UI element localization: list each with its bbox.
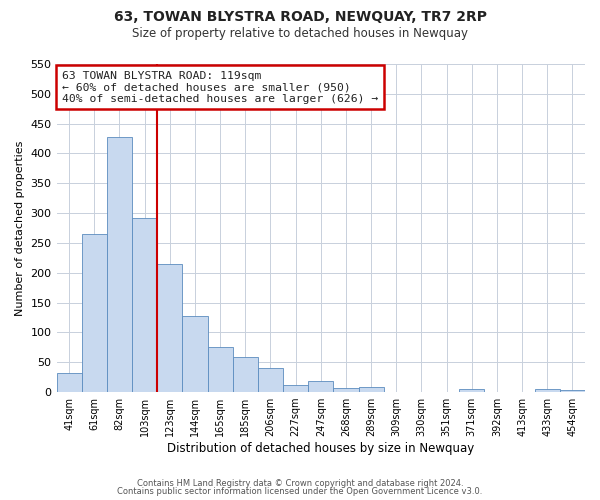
Bar	[56, 373, 82, 392]
Bar	[560, 390, 585, 392]
X-axis label: Distribution of detached houses by size in Newquay: Distribution of detached houses by size …	[167, 442, 475, 455]
Bar	[308, 382, 334, 392]
Bar	[132, 218, 157, 392]
Bar	[283, 385, 308, 392]
Text: Size of property relative to detached houses in Newquay: Size of property relative to detached ho…	[132, 28, 468, 40]
Bar	[157, 264, 182, 392]
Bar	[359, 386, 383, 392]
Bar	[107, 137, 132, 392]
Text: 63, TOWAN BLYSTRA ROAD, NEWQUAY, TR7 2RP: 63, TOWAN BLYSTRA ROAD, NEWQUAY, TR7 2RP	[113, 10, 487, 24]
Bar	[182, 316, 208, 392]
Bar	[459, 389, 484, 392]
Bar	[233, 358, 258, 392]
Bar	[208, 348, 233, 392]
Bar	[258, 368, 283, 392]
Text: Contains HM Land Registry data © Crown copyright and database right 2024.: Contains HM Land Registry data © Crown c…	[137, 478, 463, 488]
Text: Contains public sector information licensed under the Open Government Licence v3: Contains public sector information licen…	[118, 487, 482, 496]
Bar	[535, 389, 560, 392]
Text: 63 TOWAN BLYSTRA ROAD: 119sqm
← 60% of detached houses are smaller (950)
40% of : 63 TOWAN BLYSTRA ROAD: 119sqm ← 60% of d…	[62, 70, 378, 104]
Bar	[334, 388, 359, 392]
Y-axis label: Number of detached properties: Number of detached properties	[15, 140, 25, 316]
Bar	[82, 234, 107, 392]
